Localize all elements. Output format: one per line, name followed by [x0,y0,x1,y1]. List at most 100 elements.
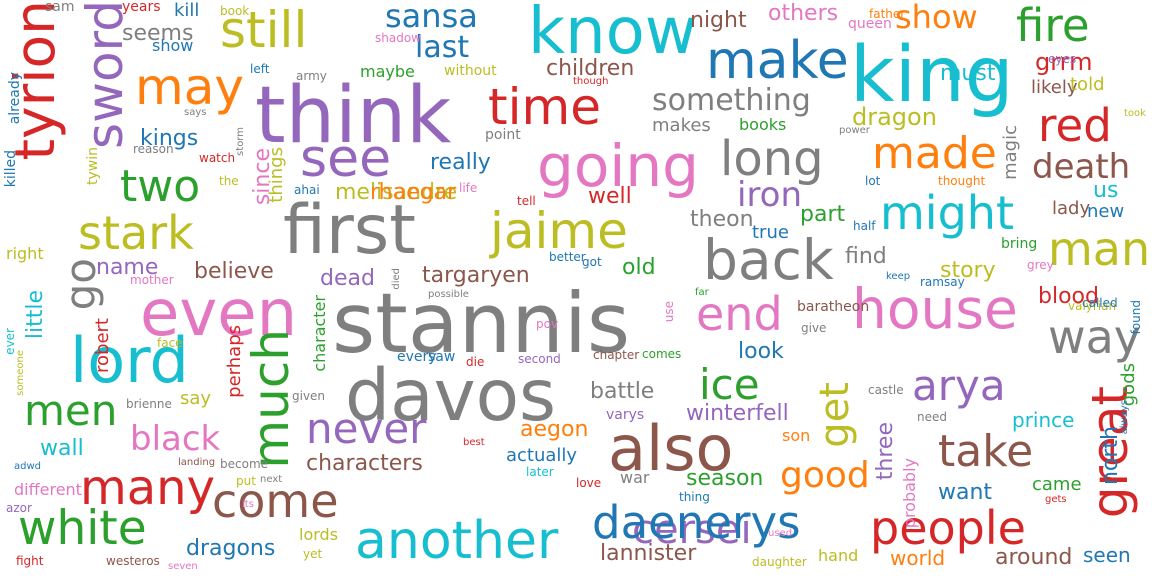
word-years: years [122,0,161,15]
word-know: know [528,0,698,69]
word-man: man [1048,222,1151,276]
word-love: love [576,476,602,490]
word-books: books [739,115,787,134]
word-sansa: sansa [385,0,478,35]
word-made: made [872,128,997,179]
word-adwd: adwd [14,461,42,472]
word-time: time [488,78,601,136]
word-king: king [850,31,1014,120]
word-used: used [768,528,793,539]
word-lady: lady [1052,198,1091,219]
word-watch: watch [199,151,236,165]
word-lot: lot [865,174,881,188]
word-targaryen: targaryen [422,263,530,288]
word-death: death [1032,147,1131,187]
word-its: its [242,499,254,510]
word-die: die [466,355,485,369]
word-kill: kill [174,0,200,21]
word-good: good [780,455,870,496]
word-use: use [662,301,676,323]
word-gets: gets [1045,494,1067,505]
word-make: make [706,31,849,91]
word-actually: actually [506,445,578,466]
word-cersei: cersei [632,507,752,553]
word-get: get [812,382,858,448]
word-brienne: brienne [126,397,172,411]
word-something: something [652,83,811,118]
word-war: war [620,468,650,487]
word-ice: ice [699,360,760,409]
word-kings: kings [140,126,199,151]
word-jaime: jaime [490,202,628,260]
word-stark: stark [78,206,194,260]
word-found: found [1129,300,1143,335]
word-already: already [7,72,23,125]
word-always: always [1119,400,1130,435]
word-battle: battle [590,379,655,404]
word-hand: hand [818,546,859,565]
word-around: around [995,545,1073,570]
word-seven: seven [168,561,198,572]
word-davos: davos [345,354,557,437]
word-want: want [938,480,993,505]
word-power: power [839,125,870,136]
word-given: given [292,389,326,403]
word-killed: killed [3,150,19,188]
word-believe: believe [194,259,274,284]
word-makes: makes [652,115,711,136]
word-north: north [1098,426,1123,486]
word-comes: comes [642,347,682,361]
word-fire: fire [1016,0,1090,52]
word-army: army [296,69,327,83]
word-seems: seems [122,21,194,46]
word-perhaps: perhaps [224,325,245,398]
word-well: well [588,184,632,209]
word-came: came [1032,474,1082,495]
word-night: night [690,8,747,33]
word-iron: iron [737,175,803,215]
word-probably: probably [900,458,919,529]
word-point: point [485,127,521,143]
word-lannister: lannister [600,541,697,566]
word-azor: azor [6,501,32,515]
word-reason: reason [133,142,174,156]
word-things: things [266,147,287,203]
word-rhaegar: rhaegar [370,180,457,205]
word-show: show [895,0,978,36]
word-even: even [140,277,298,351]
word-maybe: maybe [360,62,415,81]
word-characters: characters [306,451,423,476]
word-story: story [940,258,996,283]
word-tywin: tywin [85,147,101,185]
word-possible: possible [428,289,469,300]
word-become: become [220,457,269,471]
word-right: right [6,244,44,263]
word-magic: magic [1000,125,1021,180]
word-every: every [397,349,437,365]
word-three: three [873,422,898,481]
word-landing: landing [178,457,216,468]
word-half: half [853,219,876,233]
word-varys: varys [606,407,645,423]
word-the: the [219,174,239,188]
word-stannis: stannis [332,275,631,372]
word-way: way [1048,310,1142,364]
word-ahai: ahai [294,183,320,197]
word-also: also [608,412,734,485]
word-ramsay: ramsay [920,275,965,289]
word-much: much [242,329,300,469]
word-black: black [130,419,221,459]
word-end: end [696,287,783,341]
word-say: say [180,388,212,409]
word-first: first [283,191,416,270]
word-second: second [518,352,561,366]
word-aegon: aegon [520,417,589,442]
word-might: might [880,186,1014,240]
word-season: season [686,466,764,491]
word-see: see [300,129,392,189]
word-dragon: dragon [852,103,937,131]
word-part: part [800,202,846,227]
word-dead: dead [320,266,375,291]
word-dragons: dragons [186,536,276,561]
word-grey: grey [1027,258,1054,272]
